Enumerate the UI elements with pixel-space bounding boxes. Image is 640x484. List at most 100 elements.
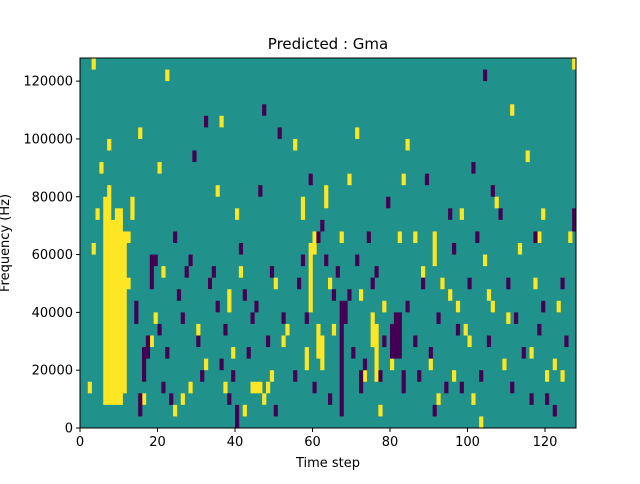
heatmap-cell-low <box>343 300 348 324</box>
heatmap-cell-low <box>149 254 154 290</box>
heatmap-cell-high <box>242 404 247 417</box>
heatmap-cell-high <box>347 173 352 186</box>
chart-title: Predicted : Gma <box>268 35 388 53</box>
heatmap-cell-high <box>308 243 313 313</box>
heatmap-cell-high <box>331 323 337 336</box>
heatmap-cell-high <box>157 162 162 174</box>
heatmap-cell-low <box>432 404 437 417</box>
heatmap-cell-low <box>262 104 267 116</box>
heatmap-cell-high <box>448 289 453 301</box>
heatmap-cell-high <box>355 127 360 139</box>
heatmap-cell-high <box>149 335 154 348</box>
heatmap-cell-high <box>452 370 457 382</box>
heatmap-cell-low <box>180 312 185 324</box>
heatmap-cell-low <box>378 370 383 382</box>
heatmap-cell-high <box>467 335 472 348</box>
plot-frame <box>79 57 577 429</box>
heatmap-cell-high <box>390 358 395 371</box>
heatmap-cell-low <box>328 393 333 405</box>
heatmap-cell-high <box>180 393 185 405</box>
heatmap-cell-low <box>207 277 213 290</box>
heatmap-cell-high <box>107 185 112 405</box>
heatmap-cell-low <box>215 300 220 313</box>
y-tick-label: 0 <box>65 422 73 437</box>
heatmap-cell-low <box>231 370 236 382</box>
heatmap-cell-high <box>382 300 387 313</box>
heatmap-cell-high <box>153 312 158 324</box>
heatmap-cell-high <box>161 266 166 278</box>
heatmap-cell-low <box>382 335 387 348</box>
heatmap-cell-low <box>297 277 302 290</box>
heatmap-cell-low <box>347 289 352 301</box>
heatmap-cell-high <box>126 277 131 290</box>
heatmap-cell-high <box>118 208 123 405</box>
heatmap-cell-high <box>99 162 104 174</box>
heatmap-cell-high <box>401 173 406 186</box>
heatmap-cell-high <box>370 312 375 348</box>
heatmap-cell-low <box>145 335 151 359</box>
heatmap-cell-low <box>161 381 166 394</box>
heatmap-cell-low <box>359 370 364 394</box>
heatmap-cell-low <box>339 300 344 417</box>
heatmap-cell-high <box>436 393 441 405</box>
heatmap-cell-low <box>448 208 453 220</box>
x-tick-label: 120 <box>533 435 558 450</box>
heatmap-cell-high <box>529 347 534 359</box>
heatmap-cell-high <box>362 370 368 382</box>
heatmap-cell-low <box>483 69 488 82</box>
y-axis-label: Frequency (Hz) <box>0 194 13 292</box>
heatmap-cells <box>87 58 577 429</box>
heatmap-cell-low <box>355 254 360 267</box>
heatmap-cell-high <box>560 370 565 382</box>
heatmap-cell-high <box>316 323 321 359</box>
heatmap-cell-high <box>235 208 240 220</box>
heatmap-cell-low <box>258 185 263 197</box>
heatmap-cell-low <box>200 370 205 382</box>
heatmap-cell-high <box>204 358 209 371</box>
heatmap-cell-low <box>188 254 193 267</box>
heatmap-cell-high <box>231 347 236 359</box>
heatmap-cell-low <box>196 335 201 348</box>
heatmap-cell-high <box>479 416 484 428</box>
heatmap-cell-low <box>393 312 399 359</box>
heatmap-cell-high <box>320 335 325 371</box>
heatmap-cell-high <box>254 381 259 394</box>
heatmap-cell-high <box>262 393 267 405</box>
heatmap-cell-low <box>459 381 464 394</box>
heatmap-cell-low <box>552 404 557 417</box>
heatmap-cell-high <box>219 115 224 128</box>
heatmap-cell-low <box>331 289 337 301</box>
heatmap-cell-high <box>324 185 329 209</box>
heatmap-cell-high <box>506 312 511 324</box>
heatmap-cell-low <box>235 404 240 429</box>
heatmap-cell-low <box>312 381 317 394</box>
heatmap-cell-high <box>258 381 263 394</box>
heatmap-cell-low <box>219 358 224 371</box>
heatmap-cell-low <box>498 208 503 220</box>
heatmap-cell-low <box>351 347 356 359</box>
heatmap-cell-low <box>467 277 472 290</box>
heatmap-cell-low <box>564 335 569 348</box>
heatmap-cell-high <box>138 127 143 139</box>
heatmap-cell-low <box>386 196 391 209</box>
y-tick-label: 120000 <box>23 75 73 90</box>
heatmap-cell-high <box>428 358 433 371</box>
heatmap-cell-low <box>413 335 418 348</box>
heatmap-cell-low <box>227 393 232 405</box>
heatmap-cell-low <box>417 370 422 382</box>
heatmap-cell-high <box>312 231 317 255</box>
heatmap-cell-high <box>173 404 178 417</box>
heatmap-cell-high <box>378 404 383 417</box>
heatmap-cell-low <box>405 300 410 313</box>
heatmap-cell-high <box>455 300 461 313</box>
heatmap-cell-high <box>122 231 127 394</box>
y-tick-label: 40000 <box>32 306 73 321</box>
heatmap-cell-low <box>490 185 495 197</box>
heatmap-cell-low <box>479 370 484 382</box>
heatmap-cell-high <box>111 219 116 405</box>
heatmap-cell-high <box>517 243 523 255</box>
heatmap-cell-low <box>134 300 139 324</box>
heatmap-cell-low <box>541 300 546 313</box>
heatmap-cell-high <box>486 289 492 301</box>
